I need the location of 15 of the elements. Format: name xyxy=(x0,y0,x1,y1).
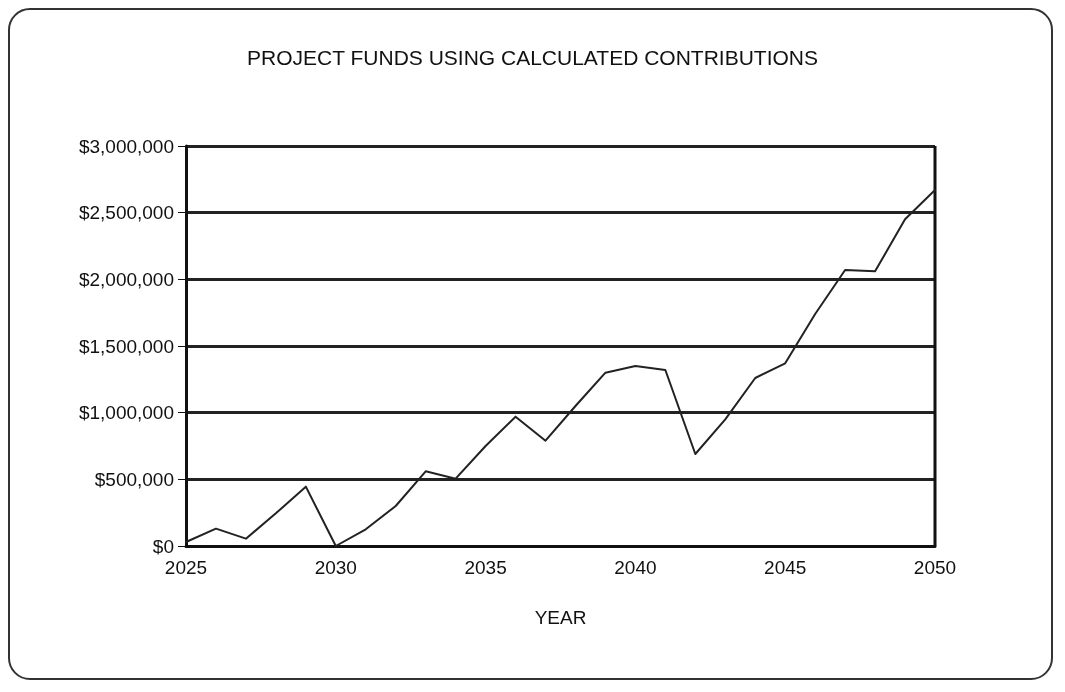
x-tick-label: 2030 xyxy=(314,557,357,578)
y-tick-label: $500,000 xyxy=(94,468,174,490)
y-tick-label: $3,000,000 xyxy=(78,135,174,157)
y-tick-label: $2,500,000 xyxy=(78,202,174,224)
x-tick-label: 2045 xyxy=(764,557,807,578)
y-tick-label: $2,000,000 xyxy=(78,268,174,290)
x-tick-label: 2040 xyxy=(614,557,657,578)
y-tick-label: $0 xyxy=(152,535,174,557)
x-tick-label: 2025 xyxy=(164,557,208,578)
y-tick-label: $1,000,000 xyxy=(78,402,174,424)
y-tick-label: $1,500,000 xyxy=(78,335,174,357)
x-tick-label: 2035 xyxy=(464,557,507,578)
x-axis-title: YEAR xyxy=(534,607,587,628)
x-tick-label: 2050 xyxy=(913,557,957,578)
chart-title: PROJECT FUNDS USING CALCULATED CONTRIBUTIONS xyxy=(247,46,818,69)
